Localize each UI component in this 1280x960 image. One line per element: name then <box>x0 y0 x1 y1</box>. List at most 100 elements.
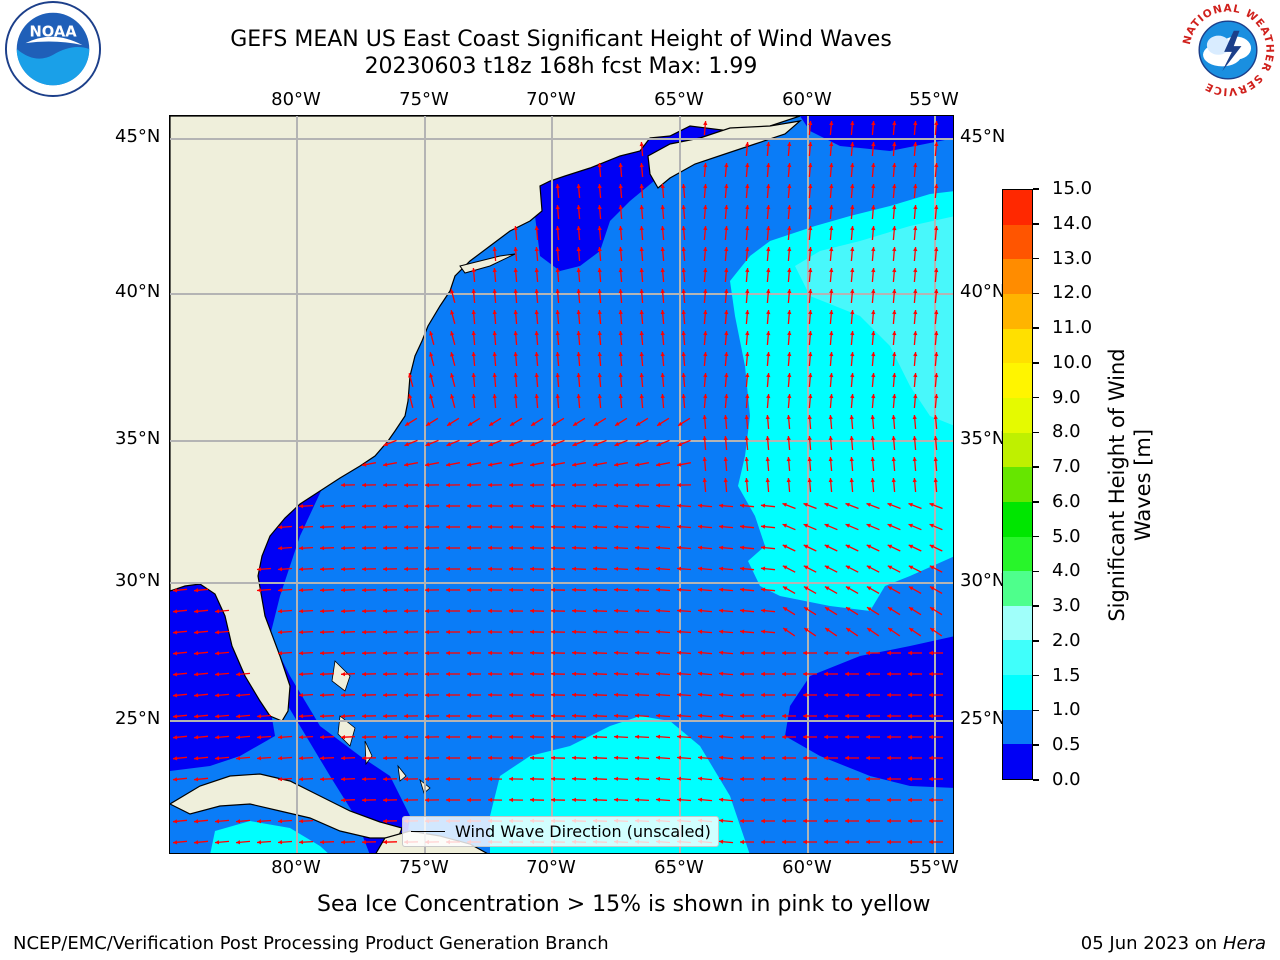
lon-label-bottom: 70°W <box>526 857 576 878</box>
wave-arrow-head <box>870 415 875 420</box>
wave-arrow-head <box>572 650 576 655</box>
wave-arrow-head <box>446 608 450 614</box>
wave-arrow-head <box>829 163 834 168</box>
wave-arrow-head <box>887 818 891 824</box>
wave-arrow-head <box>829 142 834 147</box>
wave-arrow-head <box>194 588 199 593</box>
wave-arrow-head <box>808 121 813 126</box>
wave-arrow-head <box>908 818 912 824</box>
wave-arrow-head <box>576 184 581 189</box>
wave-arrow-head <box>572 587 576 592</box>
wave-arrow-head <box>446 755 450 761</box>
wave-arrow-head <box>656 608 661 613</box>
wave-arrow-head <box>534 352 539 357</box>
wave-arrow-head <box>829 310 834 315</box>
wave-arrow-head <box>408 373 413 378</box>
wave-arrow-head <box>383 587 387 593</box>
colorbar-tick <box>1033 188 1039 190</box>
wave-arrow-head <box>488 524 492 530</box>
wave-arrow-head <box>744 436 749 441</box>
wave-arrow-head <box>639 289 644 294</box>
colorbar-tick <box>1033 396 1039 399</box>
wave-arrow-head <box>467 755 471 761</box>
wave-arrow-head <box>719 629 724 634</box>
wave-arrow-head <box>829 184 834 189</box>
wave-arrow-head <box>913 205 918 210</box>
wave-arrow-head <box>215 714 220 719</box>
wave-arrow-head <box>807 457 812 462</box>
wave-arrow-head <box>766 289 771 294</box>
wave-arrow-head <box>404 587 408 593</box>
wave-arrow-head <box>867 607 872 612</box>
wave-arrow-head <box>681 268 686 273</box>
wave-arrow-head <box>803 776 807 782</box>
wave-arrow-head <box>278 609 283 614</box>
wave-arrow-head <box>871 226 876 231</box>
wave-arrow-head <box>657 421 662 426</box>
colorbar-tick <box>1033 779 1039 781</box>
wave-arrow-head <box>908 523 913 528</box>
wave-arrow-head <box>593 462 598 467</box>
wave-arrow-head <box>618 247 623 252</box>
wave-arrow-head <box>870 478 875 483</box>
wave-arrow-head <box>593 566 598 571</box>
wave-arrow-head <box>698 503 703 508</box>
wave-arrow-head <box>513 352 518 357</box>
wave-arrow-head <box>871 163 876 168</box>
wave-arrow-head <box>678 421 683 426</box>
lat-label-right: 35°N <box>960 428 1006 449</box>
wave-arrow-head <box>572 776 576 781</box>
wave-arrow-head <box>383 462 388 467</box>
lon-label-bottom: 55°W <box>909 857 959 878</box>
wave-arrow-head <box>299 693 304 698</box>
wave-arrow-head <box>719 839 724 844</box>
wave-arrow-head <box>803 671 807 677</box>
wave-arrow-head <box>887 692 891 698</box>
wave-arrow-head <box>745 331 750 336</box>
wave-arrow-head <box>551 503 555 509</box>
wave-arrow-head <box>871 184 876 189</box>
wave-arrow-head <box>362 798 366 803</box>
wave-arrow-head <box>724 184 729 189</box>
wave-arrow-head <box>808 331 813 336</box>
wave-arrow-head <box>787 310 792 315</box>
wave-arrow-head <box>908 776 912 782</box>
wave-arrow-head <box>698 629 703 634</box>
wave-arrow-head <box>593 755 598 760</box>
colorbar-segment <box>1003 571 1032 606</box>
wave-arrow-head <box>194 714 199 719</box>
colorbar-segment <box>1003 397 1032 433</box>
wave-arrow-head <box>829 247 834 252</box>
wave-arrow-head <box>824 650 828 656</box>
wave-arrow-head <box>635 482 639 488</box>
wave-arrow-head <box>829 121 834 126</box>
wave-arrow-head <box>362 672 366 677</box>
wave-arrow-head <box>551 462 556 467</box>
wave-arrow-head <box>446 692 450 698</box>
wave-arrow-head <box>782 502 787 507</box>
wave-arrow-head <box>681 184 686 189</box>
wave-arrow-head <box>929 544 935 549</box>
wave-arrow-head <box>429 331 434 336</box>
wave-arrow-head <box>871 394 876 399</box>
wave-arrow-head <box>299 567 304 572</box>
wave-arrow-head <box>236 672 241 677</box>
wave-arrow-head <box>929 671 933 677</box>
wave-arrow-head <box>703 394 708 399</box>
wave-arrow-head <box>745 205 750 210</box>
wave-arrow-head <box>761 776 765 782</box>
wave-arrow-head <box>887 523 892 528</box>
colorbar-label: Significant Height of Wind Waves [m] <box>1105 348 1155 622</box>
wave-arrow-head <box>320 777 325 782</box>
wave-arrow-head <box>892 163 897 168</box>
wave-arrow-head <box>614 587 619 592</box>
wave-arrow-head <box>576 373 581 378</box>
wave-arrow-head <box>803 544 809 549</box>
wave-arrow-head <box>446 503 450 509</box>
wave-arrow-head <box>635 608 640 613</box>
wave-arrow-head <box>236 819 241 824</box>
wave-arrow-head <box>892 310 897 315</box>
wave-arrow-head <box>534 289 539 294</box>
wave-arrow-head <box>908 839 912 845</box>
wave-arrow-head <box>908 671 912 677</box>
